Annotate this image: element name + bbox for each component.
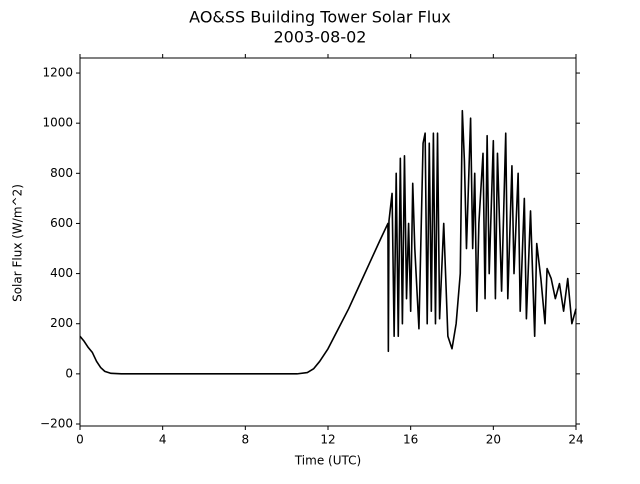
y-tick-label: 0 bbox=[65, 366, 73, 380]
x-tick-label: 16 bbox=[403, 433, 418, 447]
x-tick-label: 12 bbox=[320, 433, 335, 447]
x-tick-label: 8 bbox=[242, 433, 250, 447]
x-tick-label: 4 bbox=[159, 433, 167, 447]
y-tick-label: −200 bbox=[40, 416, 73, 430]
data-line bbox=[79, 109, 577, 375]
x-tick-label: 24 bbox=[568, 433, 583, 447]
x-tick-label: 20 bbox=[486, 433, 501, 447]
x-axis-label: Time (UTC) bbox=[294, 454, 361, 468]
y-tick-label: 800 bbox=[50, 166, 73, 180]
y-tick-label: 600 bbox=[50, 216, 73, 230]
chart-subtitle: 2003-08-02 bbox=[274, 28, 367, 47]
y-tick-label: 400 bbox=[50, 266, 73, 280]
y-axis-label: Solar Flux (W/m^2) bbox=[11, 184, 25, 302]
y-tick-label: 200 bbox=[50, 316, 73, 330]
y-tick-label: 1000 bbox=[42, 116, 73, 130]
y-tick-label: 1200 bbox=[42, 66, 73, 80]
chart-title: AO&SS Building Tower Solar Flux bbox=[189, 8, 451, 27]
plot-frame bbox=[79, 57, 577, 427]
x-tick-label: 0 bbox=[76, 433, 84, 447]
